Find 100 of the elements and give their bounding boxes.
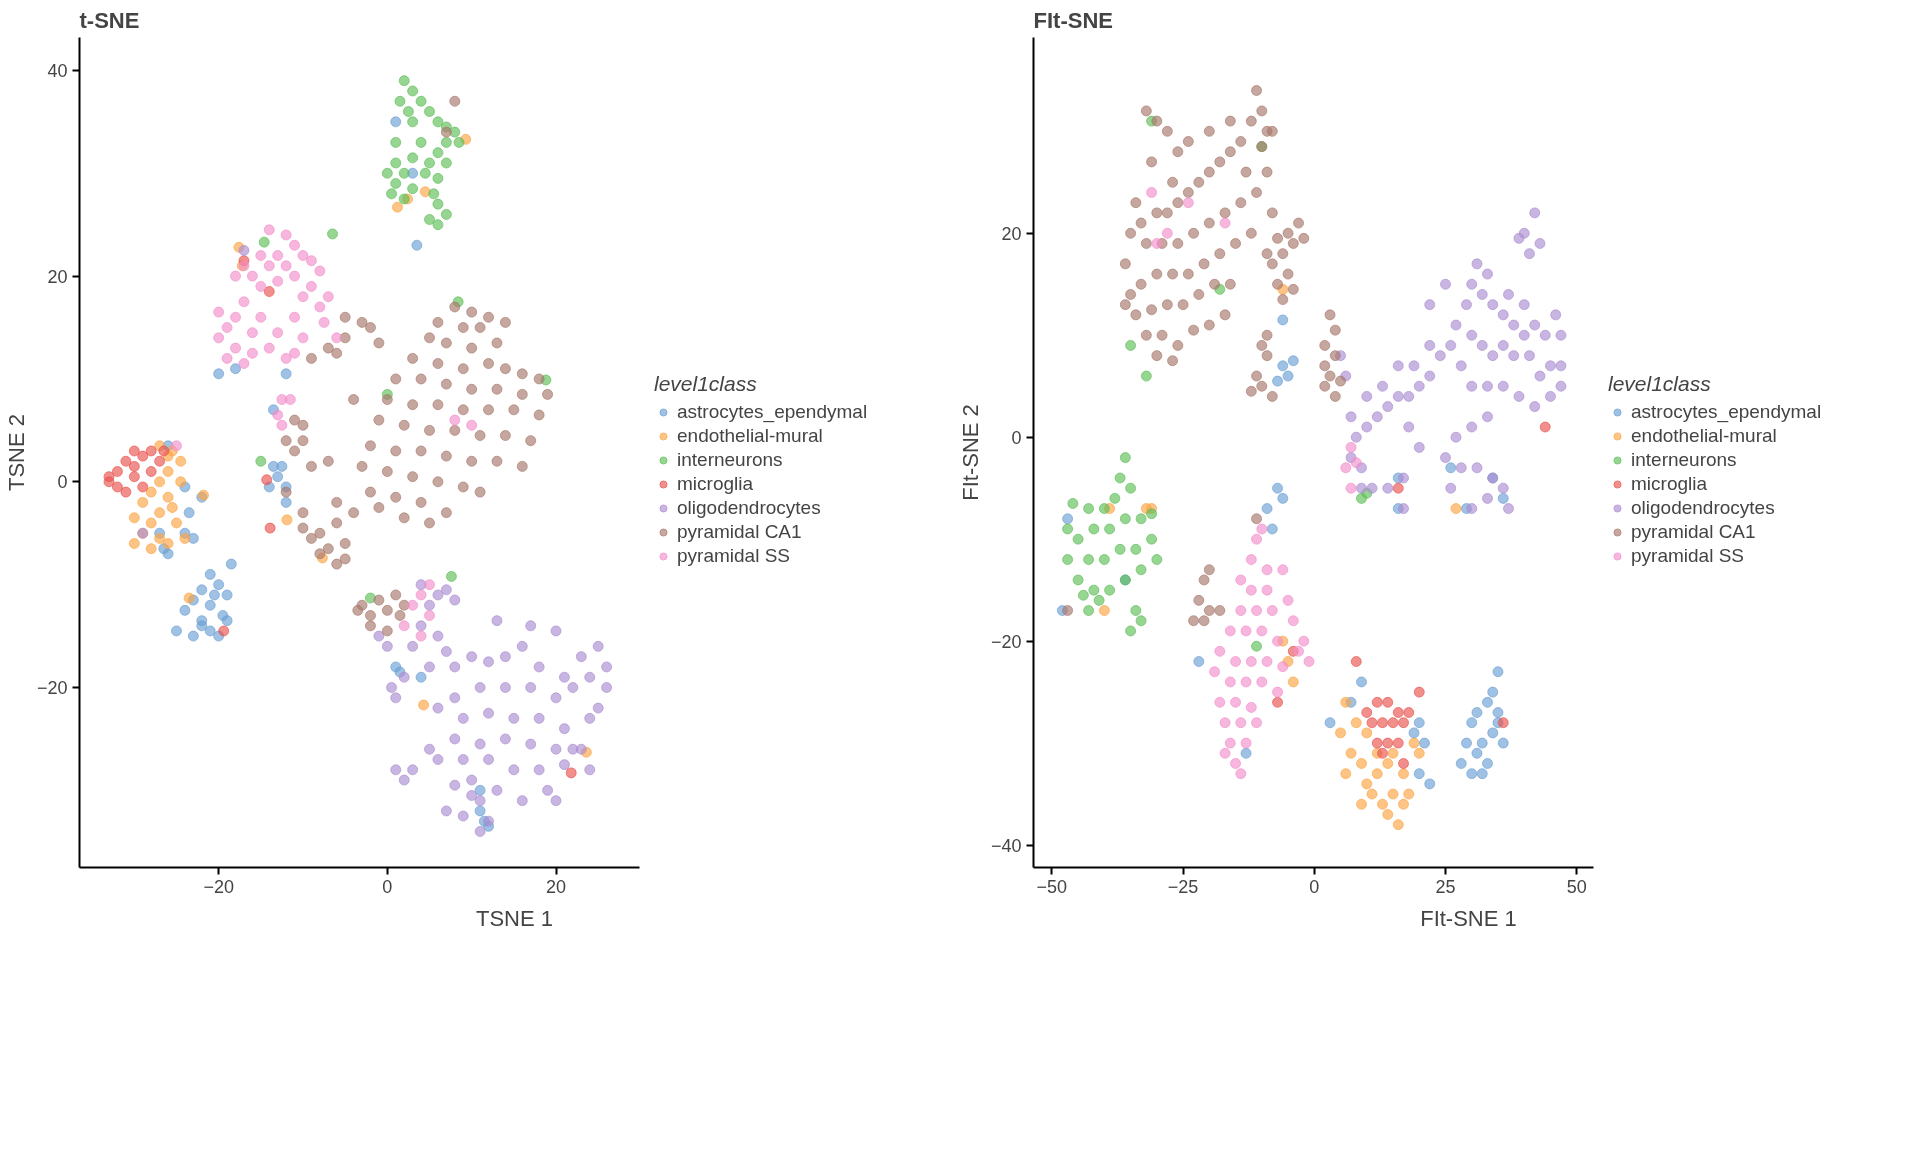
point xyxy=(187,630,199,642)
point xyxy=(1277,564,1289,576)
point xyxy=(1251,533,1263,545)
point xyxy=(263,260,275,272)
point xyxy=(263,342,275,354)
point xyxy=(1392,707,1404,718)
point xyxy=(1340,462,1352,474)
point xyxy=(1062,523,1074,535)
point xyxy=(1114,543,1126,555)
point xyxy=(391,201,403,213)
point xyxy=(1356,758,1368,769)
point xyxy=(1088,523,1100,535)
point xyxy=(1235,768,1247,780)
point xyxy=(1135,615,1147,627)
point xyxy=(1261,656,1273,668)
point xyxy=(1224,625,1236,637)
y-axis-title: FIt-SNE 2 xyxy=(957,404,983,501)
point xyxy=(1235,605,1247,617)
point xyxy=(1356,798,1368,810)
point xyxy=(440,157,452,169)
point xyxy=(1093,594,1105,606)
point xyxy=(390,661,402,673)
point xyxy=(179,532,191,544)
point xyxy=(1460,737,1472,749)
x-tick-label: 20 xyxy=(546,876,567,897)
point xyxy=(1387,788,1399,800)
point xyxy=(1445,462,1457,474)
legend-label: pyramidal CA1 xyxy=(1631,521,1756,543)
point xyxy=(1230,696,1242,708)
point xyxy=(1235,574,1247,586)
point xyxy=(1251,640,1263,652)
point xyxy=(1067,497,1079,509)
legend-label: oligodendrocytes xyxy=(1631,497,1775,519)
point xyxy=(1497,492,1509,504)
point xyxy=(1377,717,1389,729)
point xyxy=(1224,737,1236,749)
point xyxy=(258,236,270,248)
point xyxy=(1240,737,1252,749)
point xyxy=(1398,717,1410,729)
point xyxy=(1356,676,1368,688)
point xyxy=(314,301,326,313)
point xyxy=(407,116,419,128)
legend-label: interneurons xyxy=(1631,449,1737,471)
point xyxy=(1219,717,1231,729)
point xyxy=(272,327,284,339)
point xyxy=(1072,574,1084,586)
x-tick-label: −20 xyxy=(203,876,234,897)
point xyxy=(1256,523,1268,535)
point xyxy=(1272,482,1284,494)
x-axis-title: FIt-SNE 1 xyxy=(1420,905,1517,931)
point xyxy=(432,116,444,128)
legend-title: level1class xyxy=(1608,372,1712,396)
point xyxy=(1413,768,1425,780)
point xyxy=(1240,676,1252,688)
point xyxy=(289,311,301,323)
point xyxy=(272,250,284,262)
point xyxy=(1387,747,1399,759)
point xyxy=(170,517,182,529)
point xyxy=(284,394,296,406)
y-tick-label: −40 xyxy=(990,835,1022,856)
point xyxy=(280,368,292,380)
point xyxy=(297,332,309,344)
point xyxy=(162,538,174,550)
y-tick-label: 0 xyxy=(1011,427,1022,448)
point xyxy=(137,481,149,493)
point xyxy=(162,466,174,478)
point xyxy=(1245,584,1257,596)
point xyxy=(1487,727,1499,739)
chart-title: FIt-SNE xyxy=(1033,7,1113,33)
y-axis-title: TSNE 2 xyxy=(3,413,29,492)
point xyxy=(255,280,267,292)
point xyxy=(145,517,157,529)
point xyxy=(230,311,242,323)
point xyxy=(428,188,440,200)
point xyxy=(218,625,230,637)
point xyxy=(1104,584,1116,596)
point xyxy=(280,229,292,241)
point xyxy=(276,394,288,406)
point xyxy=(120,486,132,498)
point xyxy=(1350,656,1362,668)
point xyxy=(137,450,149,462)
point xyxy=(1471,747,1483,759)
point xyxy=(1324,717,1336,729)
point xyxy=(1119,452,1131,464)
point xyxy=(1214,696,1226,708)
point xyxy=(1114,472,1126,484)
point xyxy=(1377,747,1389,759)
point xyxy=(1497,737,1509,749)
point xyxy=(415,630,427,642)
point xyxy=(246,270,258,282)
point xyxy=(1261,503,1273,515)
legend-label: pyramidal SS xyxy=(1631,545,1744,567)
point xyxy=(445,570,457,582)
point xyxy=(1272,375,1284,387)
point xyxy=(230,270,242,282)
point xyxy=(331,332,343,344)
point xyxy=(1403,788,1415,800)
point xyxy=(1130,605,1142,617)
point xyxy=(1403,707,1415,718)
legend-label: interneurons xyxy=(677,449,783,471)
